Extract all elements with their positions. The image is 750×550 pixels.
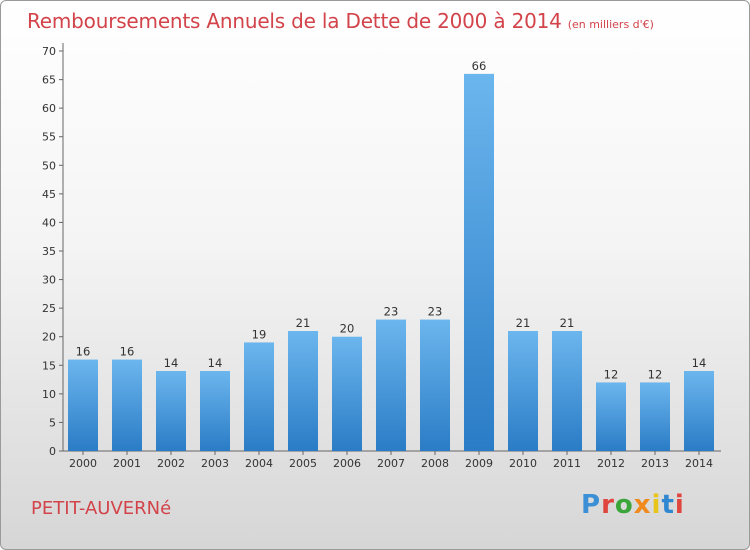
bar-2001[interactable] (112, 359, 142, 451)
y-tick-label: 35 (42, 245, 56, 258)
value-label-2004: 19 (252, 327, 267, 341)
value-label-2005: 21 (296, 316, 311, 330)
bar-2012[interactable] (596, 382, 626, 451)
bar-2005[interactable] (288, 331, 318, 451)
chart-labels: 16 2000 16 2001 14 2002 14 2003 19 2004 21 2005 20 20… (69, 59, 713, 470)
chart-axes: 0 5 10 15 20 25 30 35 40 45 50 55 60 65 70 (42, 43, 721, 458)
y-tick-label: 45 (42, 188, 56, 201)
value-label-2012: 12 (604, 367, 619, 381)
x-tick-label-2014: 2014 (685, 457, 713, 470)
y-tick-label: 40 (42, 216, 56, 229)
x-tick-label-2009: 2009 (465, 457, 493, 470)
value-label-2000: 16 (76, 345, 91, 359)
commune-name: PETIT-AUVERNé (31, 498, 172, 519)
bar-2008[interactable] (420, 319, 450, 451)
bar-2000[interactable] (68, 359, 98, 451)
value-label-2010: 21 (516, 316, 531, 330)
x-tick-label-2002: 2002 (157, 457, 185, 470)
y-tick-label: 65 (42, 74, 56, 87)
chart-title: Remboursements Annuels de la Dette de 20… (27, 9, 654, 33)
x-tick-label-2013: 2013 (641, 457, 669, 470)
y-tick-label: 15 (42, 359, 56, 372)
y-tick-label: 25 (42, 302, 56, 315)
x-tick-label-2011: 2011 (553, 457, 581, 470)
value-label-2013: 12 (648, 367, 663, 381)
x-tick-label-2007: 2007 (377, 457, 405, 470)
bar-2004[interactable] (244, 342, 274, 451)
value-label-2008: 23 (428, 305, 443, 319)
chart-subtitle: (en milliers d'€) (567, 18, 654, 31)
y-tick-label: 50 (42, 159, 56, 172)
y-tick-label: 20 (42, 331, 56, 344)
x-tick-label-2001: 2001 (113, 457, 141, 470)
x-tick-label-2003: 2003 (201, 457, 229, 470)
y-tick-label: 60 (42, 102, 56, 115)
bar-2003[interactable] (200, 371, 230, 451)
x-tick-label-2008: 2008 (421, 457, 449, 470)
bar-2014[interactable] (684, 371, 714, 451)
bar-2013[interactable] (640, 382, 670, 451)
y-tick-label: 30 (42, 274, 56, 287)
bar-2009[interactable] (464, 73, 494, 451)
y-tick-label: 55 (42, 131, 56, 144)
y-tick-label: 70 (42, 45, 56, 58)
y-tick-label: 0 (49, 445, 56, 458)
bar-2006[interactable] (332, 336, 362, 451)
x-tick-label-2010: 2010 (509, 457, 537, 470)
chart-bars (68, 73, 714, 451)
value-label-2002: 14 (164, 356, 179, 370)
x-tick-label-2006: 2006 (333, 457, 361, 470)
bar-2007[interactable] (376, 319, 406, 451)
bar-2010[interactable] (508, 331, 538, 451)
value-label-2001: 16 (120, 345, 135, 359)
value-label-2014: 14 (692, 356, 707, 370)
y-tick-label: 10 (42, 388, 56, 401)
x-tick-label-2005: 2005 (289, 457, 317, 470)
chart-title-text: Remboursements Annuels de la Dette de 20… (27, 9, 562, 33)
x-tick-label-2000: 2000 (69, 457, 97, 470)
x-tick-label-2004: 2004 (245, 457, 273, 470)
value-label-2007: 23 (384, 305, 399, 319)
y-tick-label: 5 (49, 416, 56, 429)
proxiti-logo[interactable]: Proxiti (581, 490, 685, 520)
value-label-2011: 21 (560, 316, 575, 330)
bar-2011[interactable] (552, 331, 582, 451)
value-label-2003: 14 (208, 356, 223, 370)
value-label-2009: 66 (472, 59, 487, 73)
value-label-2006: 20 (340, 322, 355, 336)
bar-2002[interactable] (156, 371, 186, 451)
x-tick-label-2012: 2012 (597, 457, 625, 470)
